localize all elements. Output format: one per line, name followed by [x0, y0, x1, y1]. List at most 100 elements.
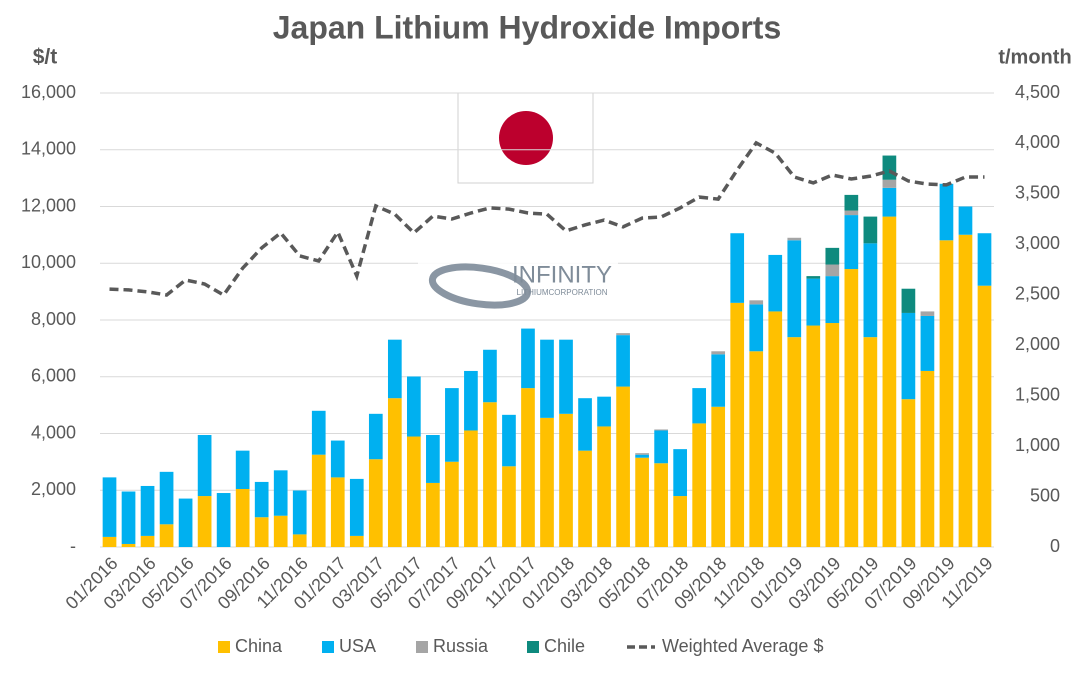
bar-segment: [958, 234, 973, 547]
bar-segment: [159, 471, 174, 525]
bar-segment: [197, 435, 212, 497]
y-tick-label: 12,000: [21, 195, 76, 215]
bar-segment: [292, 490, 307, 535]
bar-segment: [901, 288, 916, 313]
bar-segment: [635, 454, 649, 458]
bar-segment: [559, 339, 573, 414]
bar-segment: [616, 333, 630, 336]
bar-segment: [692, 423, 707, 547]
bar-segment: [349, 535, 364, 547]
y2-tick-label: 1,000: [1015, 435, 1060, 455]
bar-segment: [806, 276, 821, 279]
bar-segment: [559, 413, 573, 547]
bar-segment: [540, 417, 554, 547]
bar-segment: [673, 449, 687, 497]
bar-segment: [178, 498, 193, 547]
bar-segment: [863, 216, 878, 244]
chart-title: Japan Lithium Hydroxide Imports: [273, 9, 782, 45]
bar-segment: [311, 454, 326, 547]
bar-segment: [787, 337, 802, 547]
bar-segment: [882, 187, 897, 217]
y-tick-label: -: [70, 536, 76, 556]
y2-tick-label: 500: [1030, 485, 1060, 505]
y2-axis-label: t/month: [998, 46, 1071, 68]
y-tick-label: 6,000: [31, 366, 76, 386]
y-axis-label: $/t: [33, 46, 58, 69]
bar-segment: [730, 233, 745, 303]
logo-name: INFINITY: [512, 261, 612, 288]
bar-segment: [882, 179, 897, 188]
bar-segment: [121, 543, 136, 547]
bar-segment: [349, 478, 364, 536]
bar-segment: [844, 210, 859, 216]
legend-label: Chile: [544, 636, 585, 656]
legend-label: Russia: [433, 636, 489, 656]
legend-label: USA: [339, 636, 376, 656]
bar-segment: [464, 370, 478, 431]
bar-segment: [654, 430, 668, 464]
flag-disc: [499, 111, 553, 165]
y2-tick-label: 3,000: [1015, 233, 1060, 253]
bar-segment: [901, 399, 916, 547]
bar-segment: [730, 302, 745, 547]
bar-segment: [711, 351, 726, 355]
bar-segment: [635, 457, 649, 547]
y2-tick-label: 1,500: [1015, 384, 1060, 404]
y-tick-label: 2,000: [31, 479, 76, 499]
bar-segment: [806, 325, 821, 547]
bar-segment: [787, 237, 802, 241]
bars: [102, 155, 992, 548]
bar-segment: [882, 216, 897, 548]
legend-swatch: [527, 641, 539, 653]
bar-segment: [825, 323, 840, 547]
bar-segment: [844, 215, 859, 270]
bar-segment: [387, 339, 402, 399]
bar-segment: [920, 315, 935, 371]
bar-segment: [483, 402, 497, 547]
bar-segment: [616, 386, 630, 547]
bar-segment: [863, 337, 878, 547]
bar-segment: [121, 491, 136, 544]
bar-segment: [426, 482, 440, 547]
bar-segment: [844, 269, 859, 547]
bar-segment: [597, 426, 611, 547]
bar-segment: [445, 461, 459, 547]
bar-segment: [502, 466, 516, 547]
bar-segment: [844, 194, 859, 211]
bar-segment: [254, 517, 269, 547]
bar-segment: [521, 388, 535, 547]
flag: [457, 92, 594, 184]
bar-segment: [825, 276, 840, 324]
bar-segment: [977, 233, 992, 286]
bar-segment: [806, 278, 821, 326]
y-tick-label: 4,000: [31, 422, 76, 442]
bar-segment: [407, 436, 421, 547]
legend-label: China: [235, 636, 283, 656]
bar-segment: [654, 463, 668, 547]
y-tick-label: 10,000: [21, 252, 76, 272]
y2-tick-label: 4,500: [1015, 82, 1060, 102]
bar-segment: [502, 414, 516, 467]
bar-segment: [235, 488, 250, 547]
bar-segment: [216, 493, 231, 547]
line: [109, 140, 985, 298]
bar-segment: [711, 354, 726, 407]
logo: INFINITY LITHIUMCORPORATION: [418, 250, 618, 315]
bar-segment: [483, 349, 497, 403]
y2-tick-label: 0: [1050, 536, 1060, 556]
bar-segment: [140, 535, 155, 547]
bar-segment: [578, 450, 592, 547]
bar-segment: [540, 339, 554, 418]
y2-tick-label: 2,000: [1015, 334, 1060, 354]
y-tick-label: 14,000: [21, 139, 76, 159]
bar-segment: [426, 435, 440, 483]
legend-swatch: [218, 641, 230, 653]
bar-segment: [768, 254, 783, 312]
bar-segment: [749, 351, 764, 547]
bar-segment: [235, 450, 250, 489]
y-tick-label: 16,000: [21, 82, 76, 102]
y2-tick-label: 3,500: [1015, 183, 1060, 203]
bar-segment: [578, 398, 592, 451]
y-tick-label: 8,000: [31, 309, 76, 329]
